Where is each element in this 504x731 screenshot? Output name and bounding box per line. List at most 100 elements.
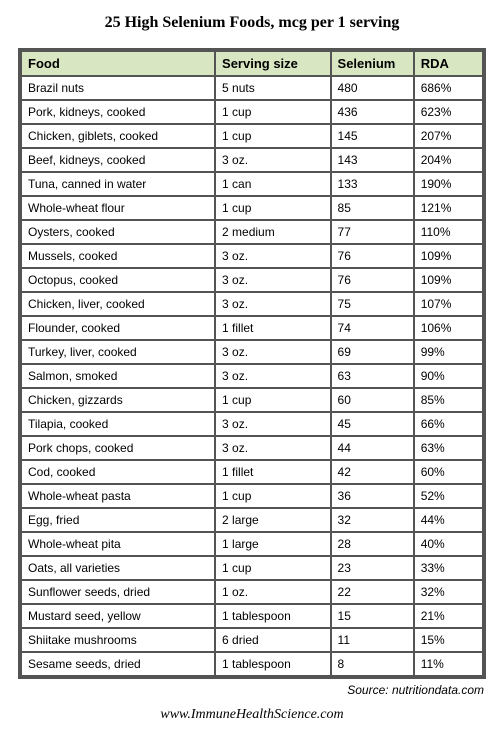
- table-cell: 28: [331, 532, 414, 556]
- table-cell: 110%: [414, 220, 483, 244]
- table-row: Tilapia, cooked3 oz.4566%: [21, 412, 483, 436]
- site-url: www.ImmuneHealthScience.com: [18, 707, 486, 723]
- table-cell: 63%: [414, 436, 483, 460]
- table-cell: 436: [331, 100, 414, 124]
- table-cell: 1 cup: [215, 100, 331, 124]
- table-cell: Beef, kidneys, cooked: [21, 148, 215, 172]
- table-cell: 42: [331, 460, 414, 484]
- table-cell: Flounder, cooked: [21, 316, 215, 340]
- table-row: Whole-wheat flour1 cup85121%: [21, 196, 483, 220]
- table-cell: 1 oz.: [215, 580, 331, 604]
- table-cell: Chicken, gizzards: [21, 388, 215, 412]
- table-row: Mustard seed, yellow1 tablespoon1521%: [21, 604, 483, 628]
- table-cell: Brazil nuts: [21, 76, 215, 100]
- table-cell: 40%: [414, 532, 483, 556]
- table-row: Salmon, smoked3 oz.6390%: [21, 364, 483, 388]
- table-cell: 11: [331, 628, 414, 652]
- selenium-table: Food Serving size Selenium RDA Brazil nu…: [18, 48, 486, 679]
- table-cell: Tuna, canned in water: [21, 172, 215, 196]
- table-row: Turkey, liver, cooked3 oz.6999%: [21, 340, 483, 364]
- table-cell: 121%: [414, 196, 483, 220]
- table-row: Beef, kidneys, cooked3 oz.143204%: [21, 148, 483, 172]
- table-cell: 1 cup: [215, 484, 331, 508]
- col-header-serving: Serving size: [215, 51, 331, 76]
- table-cell: Whole-wheat pasta: [21, 484, 215, 508]
- table-cell: Octopus, cooked: [21, 268, 215, 292]
- table-cell: Mussels, cooked: [21, 244, 215, 268]
- table-cell: 15: [331, 604, 414, 628]
- table-body: Brazil nuts5 nuts480686%Pork, kidneys, c…: [21, 76, 483, 676]
- table-cell: Chicken, liver, cooked: [21, 292, 215, 316]
- page-title: 25 High Selenium Foods, mcg per 1 servin…: [18, 14, 486, 32]
- table-cell: Egg, fried: [21, 508, 215, 532]
- table-cell: 11%: [414, 652, 483, 676]
- table-row: Oysters, cooked2 medium77110%: [21, 220, 483, 244]
- table-row: Oats, all varieties1 cup2333%: [21, 556, 483, 580]
- table-cell: Whole-wheat pita: [21, 532, 215, 556]
- table-cell: 1 fillet: [215, 460, 331, 484]
- table-cell: 76: [331, 244, 414, 268]
- table-row: Pork, kidneys, cooked1 cup436623%: [21, 100, 483, 124]
- table-cell: 66%: [414, 412, 483, 436]
- table-cell: Chicken, giblets, cooked: [21, 124, 215, 148]
- table-cell: Cod, cooked: [21, 460, 215, 484]
- table-cell: 33%: [414, 556, 483, 580]
- table-cell: 3 oz.: [215, 436, 331, 460]
- table-cell: 1 fillet: [215, 316, 331, 340]
- table-cell: 44: [331, 436, 414, 460]
- table-cell: 32: [331, 508, 414, 532]
- source-label: Source: nutritiondata.com: [18, 683, 484, 697]
- table-cell: 1 cup: [215, 556, 331, 580]
- table-cell: 6 dried: [215, 628, 331, 652]
- table-cell: 74: [331, 316, 414, 340]
- table-cell: 77: [331, 220, 414, 244]
- table-cell: 8: [331, 652, 414, 676]
- col-header-selenium: Selenium: [331, 51, 414, 76]
- col-header-food: Food: [21, 51, 215, 76]
- table-header-row: Food Serving size Selenium RDA: [21, 51, 483, 76]
- table-cell: 1 cup: [215, 388, 331, 412]
- table-row: Chicken, liver, cooked3 oz.75107%: [21, 292, 483, 316]
- table-row: Mussels, cooked3 oz.76109%: [21, 244, 483, 268]
- table-cell: 69: [331, 340, 414, 364]
- table-cell: 36: [331, 484, 414, 508]
- table-cell: 145: [331, 124, 414, 148]
- table-row: Sunflower seeds, dried1 oz.2232%: [21, 580, 483, 604]
- table-cell: 1 tablespoon: [215, 652, 331, 676]
- table-cell: 75: [331, 292, 414, 316]
- table-cell: 44%: [414, 508, 483, 532]
- table-cell: Oysters, cooked: [21, 220, 215, 244]
- table-cell: 207%: [414, 124, 483, 148]
- table-cell: 143: [331, 148, 414, 172]
- table-cell: 623%: [414, 100, 483, 124]
- table-cell: 85: [331, 196, 414, 220]
- table-cell: 2 large: [215, 508, 331, 532]
- table-cell: Oats, all varieties: [21, 556, 215, 580]
- table-cell: 32%: [414, 580, 483, 604]
- table-row: Whole-wheat pasta1 cup3652%: [21, 484, 483, 508]
- table-cell: 85%: [414, 388, 483, 412]
- table-cell: 5 nuts: [215, 76, 331, 100]
- table-cell: 21%: [414, 604, 483, 628]
- table-cell: 3 oz.: [215, 340, 331, 364]
- table-row: Whole-wheat pita1 large2840%: [21, 532, 483, 556]
- table-row: Shiitake mushrooms6 dried1115%: [21, 628, 483, 652]
- table-cell: 190%: [414, 172, 483, 196]
- table-cell: Sesame seeds, dried: [21, 652, 215, 676]
- table-cell: 3 oz.: [215, 148, 331, 172]
- table-cell: 23: [331, 556, 414, 580]
- table-cell: 3 oz.: [215, 244, 331, 268]
- table-cell: 133: [331, 172, 414, 196]
- table-cell: 15%: [414, 628, 483, 652]
- table-cell: Tilapia, cooked: [21, 412, 215, 436]
- table-cell: 90%: [414, 364, 483, 388]
- table-cell: 480: [331, 76, 414, 100]
- table-cell: 45: [331, 412, 414, 436]
- table-cell: 99%: [414, 340, 483, 364]
- table-cell: 1 tablespoon: [215, 604, 331, 628]
- table-row: Cod, cooked1 fillet4260%: [21, 460, 483, 484]
- table-row: Octopus, cooked3 oz.76109%: [21, 268, 483, 292]
- table-cell: Pork, kidneys, cooked: [21, 100, 215, 124]
- table-cell: 76: [331, 268, 414, 292]
- table-cell: 204%: [414, 148, 483, 172]
